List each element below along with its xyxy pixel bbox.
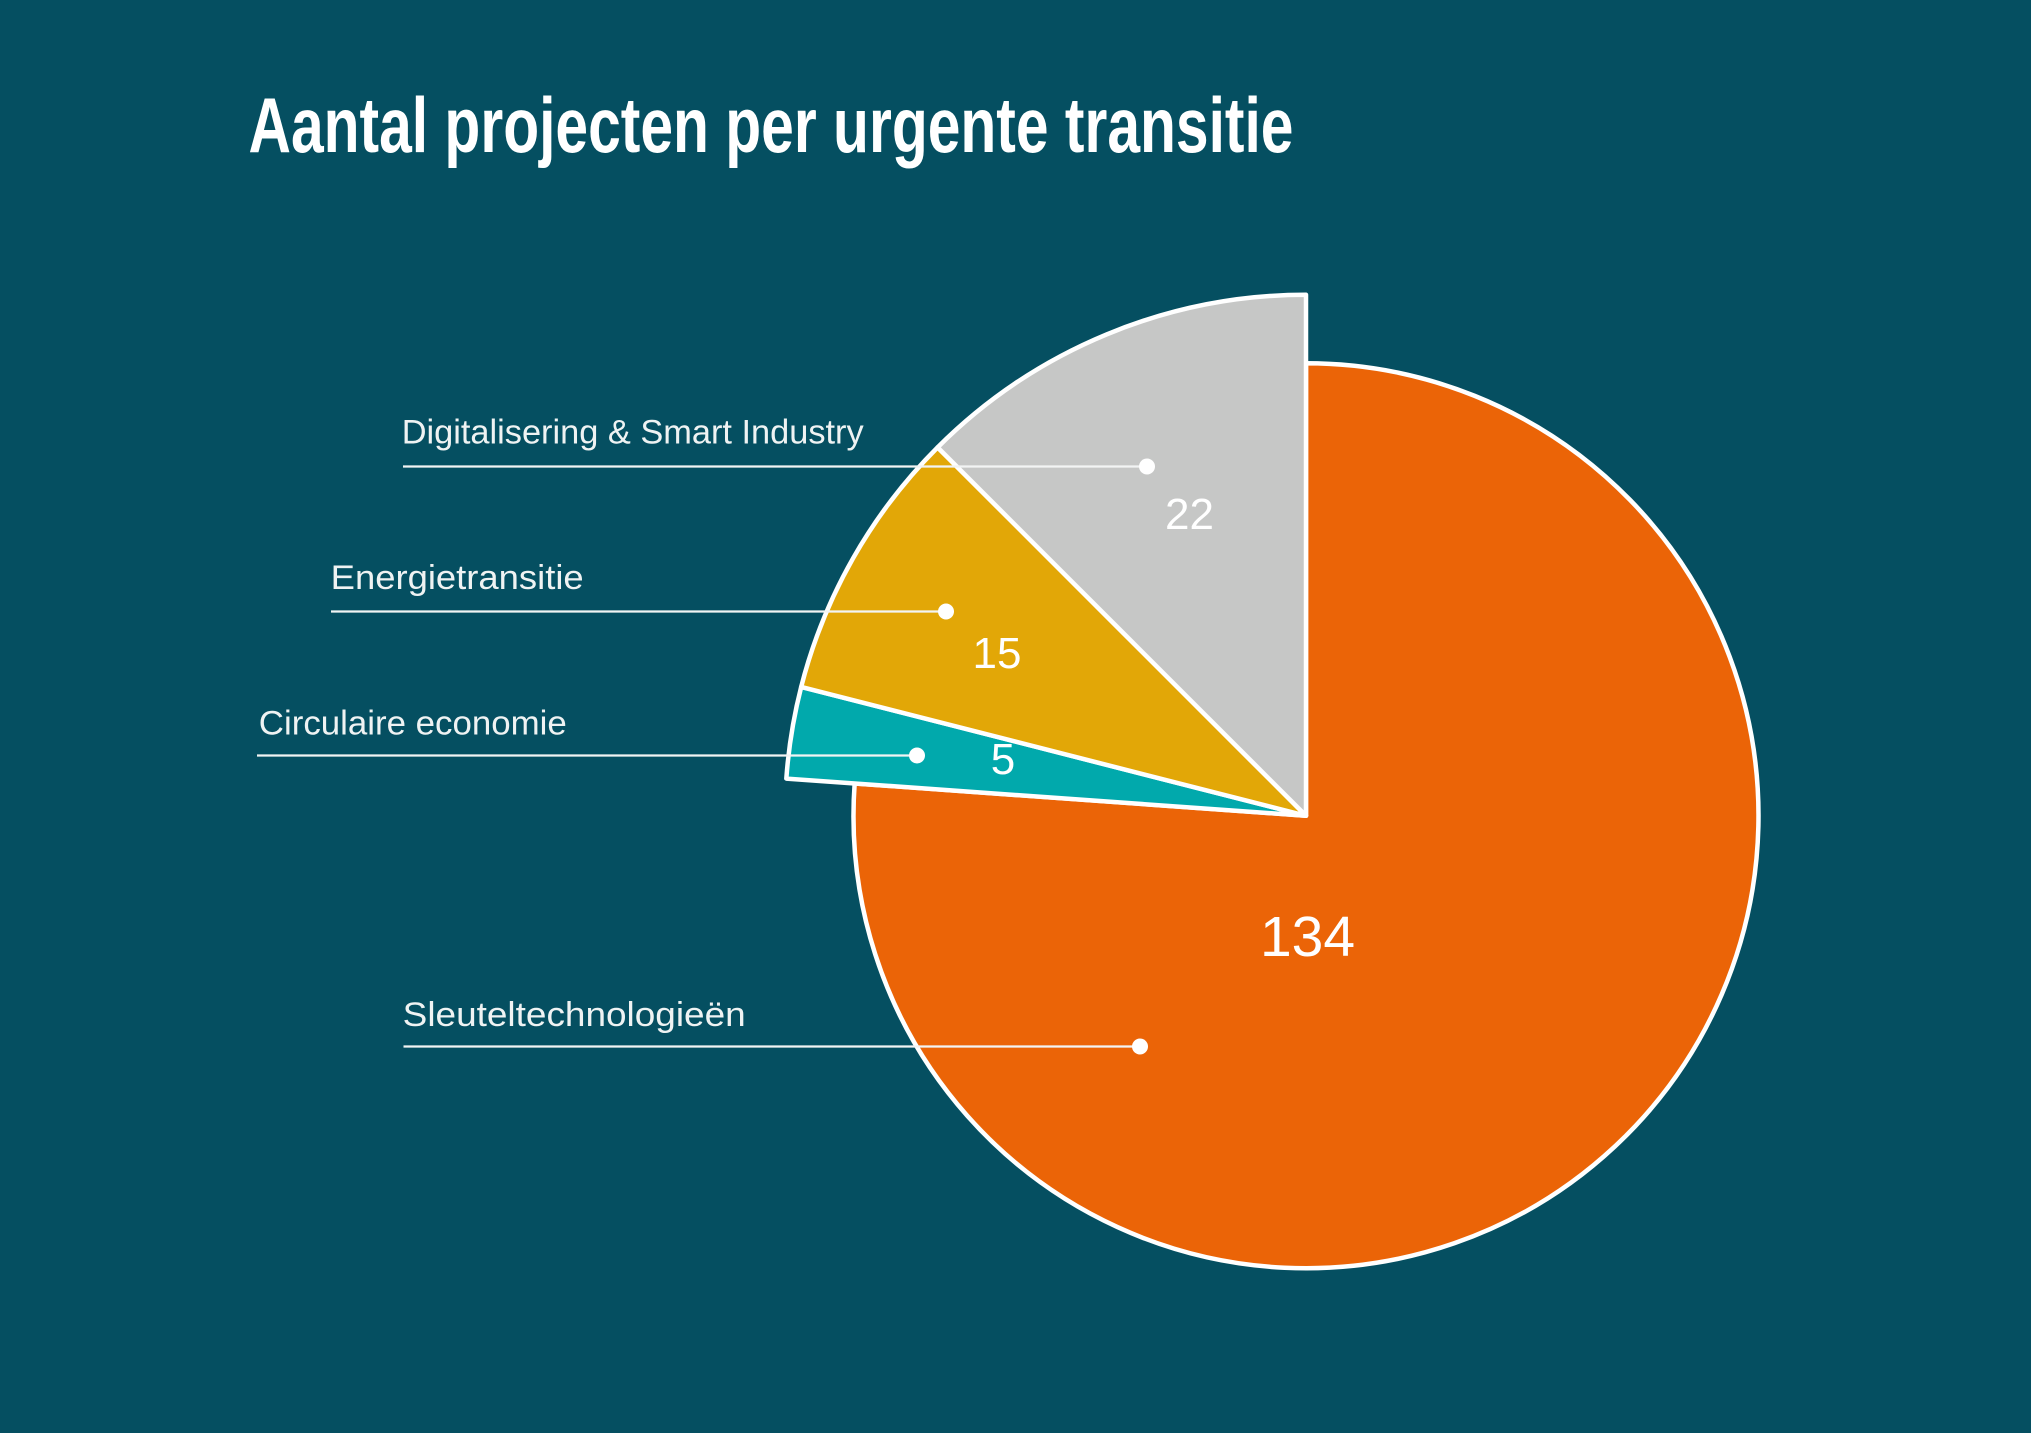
svg-text:Digitalisering & Smart Industr: Digitalisering & Smart Industry (402, 414, 865, 452)
svg-text:22: 22 (1165, 490, 1214, 539)
svg-text:5: 5 (991, 735, 1015, 784)
svg-text:Aantal projecten per urgente t: Aantal projecten per urgente transitie (249, 81, 1294, 169)
svg-text:Sleuteltechnologieën: Sleuteltechnologieën (403, 996, 746, 1034)
svg-text:15: 15 (973, 629, 1022, 678)
svg-text:Energietransitie: Energietransitie (331, 559, 584, 597)
svg-text:134: 134 (1260, 905, 1355, 969)
svg-text:Circulaire economie: Circulaire economie (259, 705, 567, 743)
